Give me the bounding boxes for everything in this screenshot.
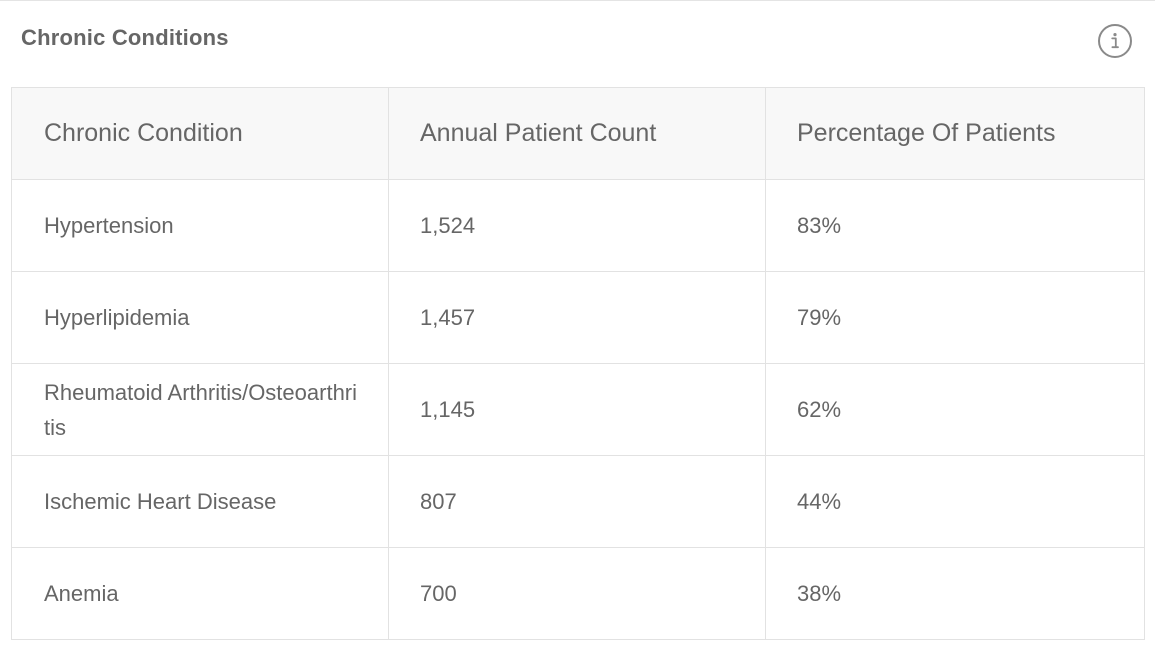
panel-header: Chronic Conditions — [0, 1, 1155, 87]
cell-condition: Hypertension — [11, 179, 389, 272]
cell-condition: Anemia — [11, 547, 389, 640]
cell-percentage: 62% — [765, 363, 1145, 456]
cell-patient-count: 1,457 — [388, 271, 766, 364]
table-row: Anemia 700 38% — [11, 547, 1145, 640]
cell-percentage: 79% — [765, 271, 1145, 364]
cell-patient-count: 700 — [388, 547, 766, 640]
cell-percentage: 83% — [765, 179, 1145, 272]
panel-title: Chronic Conditions — [21, 25, 229, 50]
table-row: Hypertension 1,524 83% — [11, 179, 1145, 272]
cell-percentage: 38% — [765, 547, 1145, 640]
cell-patient-count: 807 — [388, 455, 766, 548]
cell-condition: Hyperlipidemia — [11, 271, 389, 364]
column-header-percentage-of-patients[interactable]: Percentage Of Patients — [765, 87, 1145, 180]
column-header-chronic-condition[interactable]: Chronic Condition — [11, 87, 389, 180]
cell-patient-count: 1,145 — [388, 363, 766, 456]
cell-condition: Rheumatoid Arthritis/Osteoarthritis — [11, 363, 389, 456]
table-header-row: Chronic Condition Annual Patient Count P… — [11, 87, 1145, 180]
cell-patient-count: 1,524 — [388, 179, 766, 272]
chronic-conditions-table: Chronic Condition Annual Patient Count P… — [11, 87, 1145, 640]
table-row: Hyperlipidemia 1,457 79% — [11, 271, 1145, 364]
cell-percentage: 44% — [765, 455, 1145, 548]
chronic-conditions-table-wrapper: Chronic Condition Annual Patient Count P… — [11, 87, 1145, 640]
column-header-annual-patient-count[interactable]: Annual Patient Count — [388, 87, 766, 180]
info-icon-glyph — [1111, 33, 1119, 49]
table-row: Ischemic Heart Disease 807 44% — [11, 455, 1145, 548]
cell-condition: Ischemic Heart Disease — [11, 455, 389, 548]
info-icon[interactable] — [1098, 24, 1132, 58]
table-row: Rheumatoid Arthritis/Osteoarthritis 1,14… — [11, 363, 1145, 456]
